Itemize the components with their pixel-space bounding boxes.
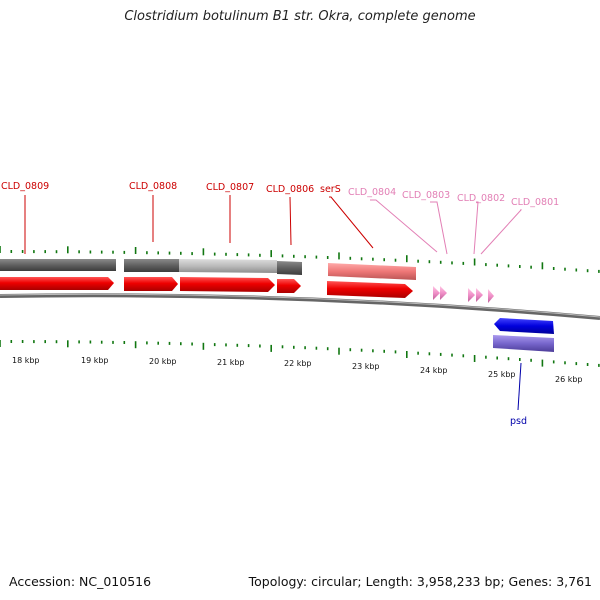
genome-backbone <box>0 293 600 320</box>
gene-labels: CLD_0809 CLD_0808 CLD_0807 CLD_0806 serS… <box>1 181 559 427</box>
gray-bar <box>0 259 116 271</box>
cds-arrow-CLD_0802[interactable] <box>476 288 483 302</box>
gene-label: CLD_0808 <box>129 181 177 192</box>
cds-arrow-CLD_0807[interactable] <box>180 277 275 292</box>
cds-arrow-CLD_0809[interactable] <box>0 277 114 290</box>
scale-label: 21 kbp <box>217 358 245 367</box>
scale-label: 18 kbp <box>12 356 40 365</box>
genome-summary-text: Topology: circular; Length: 3,958,233 bp… <box>248 574 592 589</box>
cds-arrow-CLD_0806[interactable] <box>277 279 301 293</box>
cds-arrow-CLD_0808[interactable] <box>124 277 178 291</box>
cds-arrow-CLD_0804b[interactable] <box>440 286 447 300</box>
scale-label: 24 kbp <box>420 366 448 375</box>
gene-label: CLD_0807 <box>206 182 254 193</box>
genome-backbone-highlight <box>0 293 600 318</box>
gene-label: CLD_0801 <box>511 197 559 208</box>
gene-label: CLD_0804 <box>348 187 396 198</box>
scale-label: 25 kbp <box>488 370 516 379</box>
label-leader-lines <box>24 195 523 411</box>
scale-label: 22 kbp <box>284 359 312 368</box>
cds-arrow-psd[interactable] <box>494 318 554 334</box>
gene-label: CLD_0806 <box>266 184 314 195</box>
gray-bar-light <box>179 259 277 273</box>
cds-arrow-CLD_0804[interactable] <box>433 286 440 300</box>
gene-label: CLD_0809 <box>1 181 49 192</box>
feature-bars <box>0 259 416 280</box>
gray-bar <box>277 261 302 275</box>
scale-labels: 18 kbp 19 kbp 20 kbp 21 kbp 22 kbp 23 kb… <box>12 356 583 384</box>
gene-label: CLD_0802 <box>457 193 505 204</box>
gray-bar <box>124 259 179 272</box>
cds-arrows-red[interactable] <box>0 277 413 298</box>
scale-label: 26 kbp <box>555 375 583 384</box>
purple-feature-bar <box>493 335 554 352</box>
gene-label: CLD_0803 <box>402 190 450 201</box>
inner-tick-ring <box>0 340 600 367</box>
cds-arrows-pink[interactable] <box>433 286 494 303</box>
outer-tick-ring <box>0 246 600 273</box>
scale-label: 20 kbp <box>149 357 177 366</box>
gene-label: psd <box>510 416 527 427</box>
cds-arrow-CLD_0803[interactable] <box>468 288 475 302</box>
accession-text: Accession: NC_010516 <box>9 574 152 589</box>
scale-label: 23 kbp <box>352 362 380 371</box>
map-title: Clostridium botulinum B1 str. Okra, comp… <box>124 9 476 24</box>
cds-arrow-serS[interactable] <box>327 281 413 298</box>
cds-arrow-CLD_0801[interactable] <box>488 289 494 303</box>
salmon-bar <box>328 263 416 280</box>
gene-label: serS <box>320 184 341 195</box>
scale-label: 19 kbp <box>81 356 109 365</box>
